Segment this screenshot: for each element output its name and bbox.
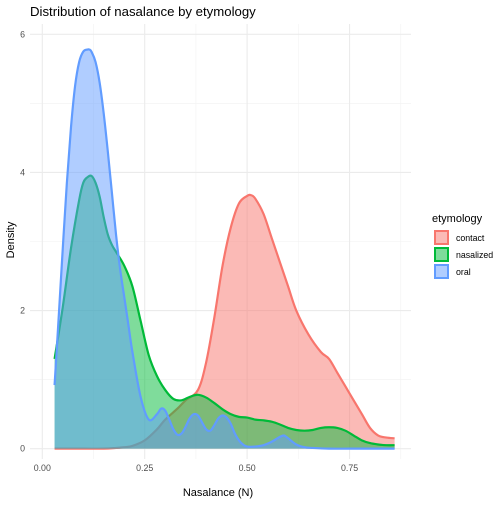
y-axis-title: Density <box>5 221 17 258</box>
x-tick-label: 0.75 <box>341 463 358 473</box>
y-tick-label: 6 <box>20 29 25 39</box>
density-area-oral <box>54 49 395 449</box>
y-tick-label: 4 <box>20 167 25 177</box>
density-line-oral <box>53 48 395 450</box>
legend-key-nasalized <box>434 247 449 262</box>
legend: etymology contact nasalized oral <box>432 213 493 279</box>
x-tick-label: 0.50 <box>239 463 256 473</box>
x-tick-label: 0.00 <box>34 463 51 473</box>
density-areas <box>53 48 395 450</box>
legend-key-contact <box>434 230 449 245</box>
y-tick-label: 0 <box>20 444 25 454</box>
legend-label-contact: contact <box>456 233 485 243</box>
density-area-nasalized <box>54 175 395 449</box>
density-area-contact <box>54 194 395 449</box>
x-tick-label: 0.25 <box>136 463 153 473</box>
axis-ticks: 0.00 0.25 0.50 0.75 0 2 4 6 <box>20 29 358 473</box>
chart-title: Distribution of nasalance by etymology <box>30 4 256 19</box>
legend-title: etymology <box>432 213 483 225</box>
legend-key-oral <box>434 264 449 279</box>
x-axis-title: Nasalance (N) <box>183 487 253 499</box>
legend-label-nasalized: nasalized <box>456 250 493 260</box>
y-tick-label: 2 <box>20 306 25 316</box>
legend-label-oral: oral <box>456 267 471 277</box>
